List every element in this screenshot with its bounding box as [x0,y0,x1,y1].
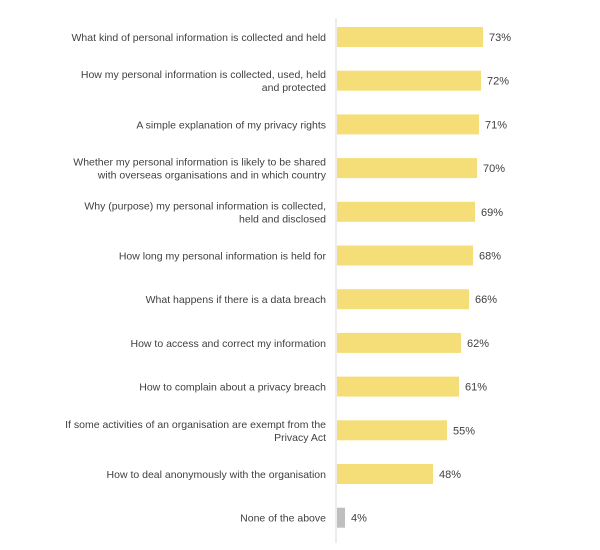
value-label: 71% [485,119,507,131]
category-label-line: Why (purpose) my personal information is… [84,200,326,212]
value-label: 73% [489,32,511,44]
category-label-line: A simple explanation of my privacy right… [136,119,326,131]
category-label-line: with overseas organisations and in which… [97,170,327,182]
category-label-line: How my personal information is collected… [81,69,326,81]
value-label: 70% [483,163,505,175]
category-label-line: Whether my personal information is likel… [73,157,326,169]
category-label: What happens if there is a data breach [146,294,327,306]
category-labels-group: What kind of personal information is col… [65,32,327,525]
category-label: What kind of personal information is col… [72,32,327,44]
value-label: 48% [439,469,461,481]
category-label: A simple explanation of my privacy right… [136,119,326,131]
bar [337,420,447,441]
bar [337,464,433,484]
category-label: If some activities of an organisation ar… [65,419,326,444]
category-label: How to complain about a privacy breach [139,382,326,394]
bar [337,332,461,353]
value-label: 55% [453,425,475,437]
category-label-line: None of the above [240,513,326,525]
category-label: How long my personal information is held… [119,251,327,263]
value-label: 4% [351,513,367,525]
value-label: 61% [465,382,487,394]
category-label-line: How long my personal information is held… [119,251,327,263]
bar [337,289,469,310]
category-label-line: How to deal anonymously with the organis… [107,469,327,481]
bars-group [337,27,483,528]
category-label: Whether my personal information is likel… [73,157,326,182]
bar [337,114,479,135]
category-label-line: If some activities of an organisation ar… [65,419,326,431]
category-label: How to access and correct my information [131,338,327,350]
value-label: 66% [475,294,497,306]
category-label: None of the above [240,513,326,525]
category-label-line: What happens if there is a data breach [146,294,327,306]
value-label: 72% [487,76,509,88]
bar [337,158,477,179]
category-label-line: and protected [262,82,326,94]
category-label: Why (purpose) my personal information is… [84,200,326,225]
category-label-line: Privacy Act [274,432,326,444]
value-labels-group: 73% 72% 71% 70% 69% 68% 66% 62% 61% 55% 48% 4% [351,32,511,525]
category-label: How to deal anonymously with the organis… [107,469,327,481]
category-label-line: How to complain about a privacy breach [139,382,326,394]
bar [337,507,345,528]
category-label: How my personal information is collected… [81,69,326,94]
bar [337,70,481,91]
value-label: 69% [481,207,503,219]
category-label-line: How to access and correct my information [131,338,327,350]
category-label-line: What kind of personal information is col… [72,32,327,44]
value-label: 68% [479,251,501,263]
bar [337,27,483,47]
bar [337,245,473,266]
bar [337,201,475,222]
value-label: 62% [467,338,489,350]
bar [337,376,459,397]
category-label-line: held and disclosed [239,213,326,225]
